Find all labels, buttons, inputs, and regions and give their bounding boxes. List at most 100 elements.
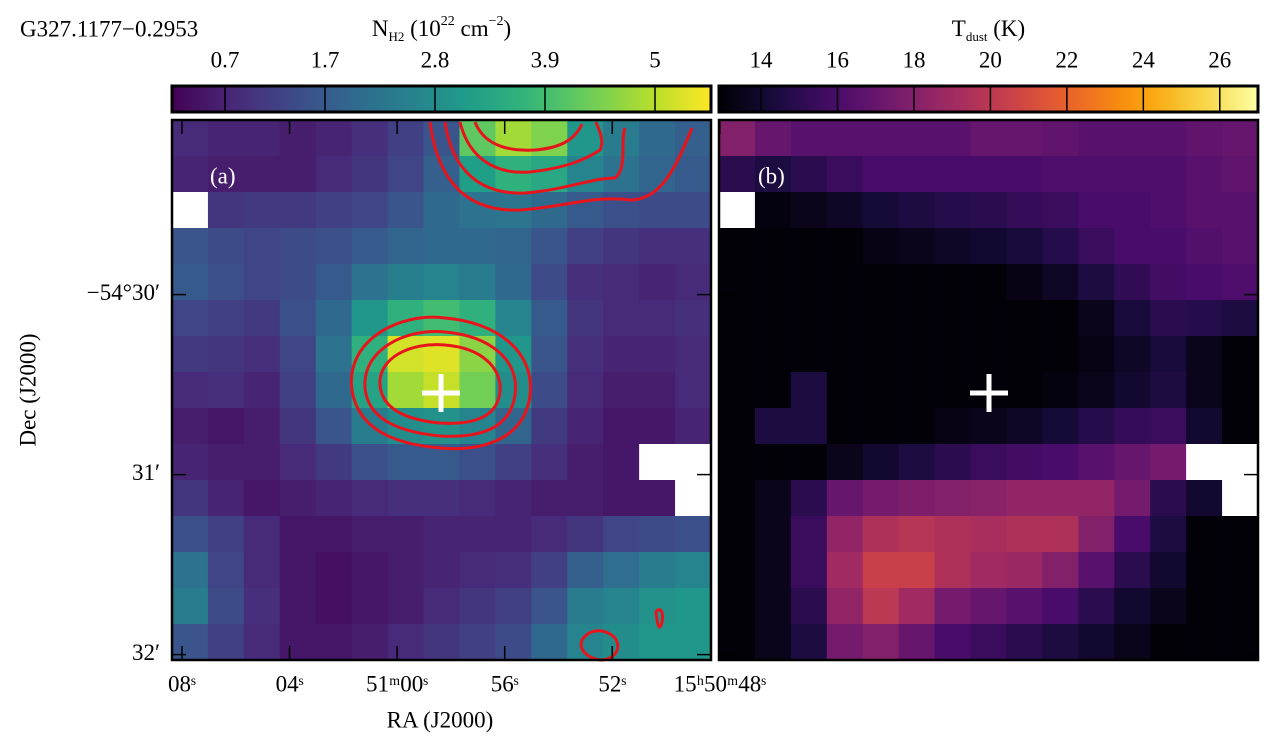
heatmap-cell (1114, 228, 1151, 265)
heatmap-cell (970, 516, 1008, 553)
heatmap-cell (719, 588, 756, 625)
heatmap-cell (754, 552, 792, 589)
colorbar-tick-label: 16 (826, 47, 849, 72)
heatmap-cell (934, 552, 972, 589)
heatmap-cell (207, 372, 245, 409)
heatmap-cell (790, 336, 828, 373)
heatmap-cell (351, 516, 389, 553)
heatmap-cell (675, 300, 712, 337)
colorbar-label-part: N (372, 16, 389, 41)
heatmap-cell (1150, 408, 1187, 445)
heatmap-cell (1042, 120, 1079, 157)
heatmap-cell (1114, 588, 1151, 625)
heatmap-cell (1078, 264, 1115, 301)
heatmap-cell (423, 624, 461, 661)
heatmap-cell (459, 624, 496, 661)
heatmaps (172, 120, 1259, 661)
heatmap-cell (423, 336, 461, 373)
heatmap-cell (351, 192, 389, 229)
heatmap-cell (315, 228, 353, 265)
heatmap-cell (719, 120, 756, 157)
heatmap-cell (603, 264, 640, 301)
heatmap-cell (754, 408, 792, 445)
heatmap-cell (790, 552, 828, 589)
heatmap-cell (1150, 336, 1187, 373)
heatmap-cell (603, 120, 640, 157)
heatmap-cell (1042, 264, 1079, 301)
heatmap-cell (1186, 336, 1223, 373)
heatmap-cell (639, 624, 676, 661)
heatmap-cell (898, 588, 936, 625)
heatmap-cell (243, 372, 281, 409)
heatmap-cell (862, 228, 900, 265)
heatmap-cell (387, 516, 425, 553)
heatmap-cell (1150, 264, 1187, 301)
heatmap-cell (862, 516, 900, 553)
heatmap-cell (531, 624, 568, 661)
heatmap-cell (639, 444, 676, 481)
heatmap-cell (1150, 552, 1187, 589)
heatmap-cell (315, 300, 353, 337)
heatmap-cell (934, 300, 972, 337)
heatmap-cell (387, 444, 425, 481)
heatmap-cell (315, 624, 353, 661)
heatmap-cell (172, 588, 209, 625)
y-tick-label: 32′ (132, 640, 160, 665)
heatmap-cell (531, 192, 568, 229)
heatmap-cell (862, 120, 900, 157)
heatmap-cell (172, 228, 209, 265)
heatmap-cell (351, 480, 389, 517)
heatmap-cell (279, 264, 317, 301)
heatmap-cell (1078, 192, 1115, 229)
heatmap-cell (423, 228, 461, 265)
heatmap-cell (898, 516, 936, 553)
heatmap-cell (1186, 264, 1223, 301)
heatmap-cell (1042, 300, 1079, 337)
heatmap-cell (387, 480, 425, 517)
heatmap-cell (459, 264, 496, 301)
heatmap-cell (1222, 516, 1259, 553)
heatmap-cell (675, 336, 712, 373)
heatmap-cell (934, 624, 972, 661)
heatmap-cell (790, 480, 828, 517)
contour (473, 121, 584, 152)
heatmap-cell (1078, 336, 1115, 373)
heatmap-cell (790, 624, 828, 661)
heatmap-cell (603, 228, 640, 265)
heatmap-cell (1150, 588, 1187, 625)
heatmap-cell (172, 516, 209, 553)
heatmap-cell (1006, 588, 1043, 625)
heatmap-cell (1114, 264, 1151, 301)
heatmap-cell (1186, 408, 1223, 445)
heatmap-cell (172, 408, 209, 445)
heatmap-cell (315, 156, 353, 193)
colorbar-tick-label: 1.7 (311, 47, 340, 72)
heatmap-cell (315, 516, 353, 553)
heatmap-cell (639, 300, 676, 337)
heatmap-cell (970, 264, 1008, 301)
heatmap-cell (1150, 300, 1187, 337)
heatmap-cell (719, 480, 756, 517)
heatmap-cell (1078, 300, 1115, 337)
heatmap-cell (1114, 552, 1151, 589)
heatmap-cell (351, 156, 389, 193)
heatmap-cell (207, 156, 245, 193)
heatmap-cell (243, 444, 281, 481)
heatmap-cell (567, 192, 604, 229)
heatmap-cell (790, 372, 828, 409)
heatmap-cell (387, 120, 425, 157)
x-axis-label: RA (J2000) (387, 707, 494, 732)
heatmap-cell (495, 264, 532, 301)
heatmap-cell (207, 408, 245, 445)
heatmap-cell (1078, 120, 1115, 157)
heatmap-cell (243, 588, 281, 625)
heatmap-cell (207, 336, 245, 373)
heatmap-cell (790, 120, 828, 157)
heatmap-cell (862, 300, 900, 337)
heatmap-cell (495, 444, 532, 481)
heatmap-cell (603, 444, 640, 481)
heatmap-cell (826, 408, 864, 445)
heatmap-cell (754, 264, 792, 301)
heatmap-cell (279, 372, 317, 409)
heatmap-cell (826, 516, 864, 553)
